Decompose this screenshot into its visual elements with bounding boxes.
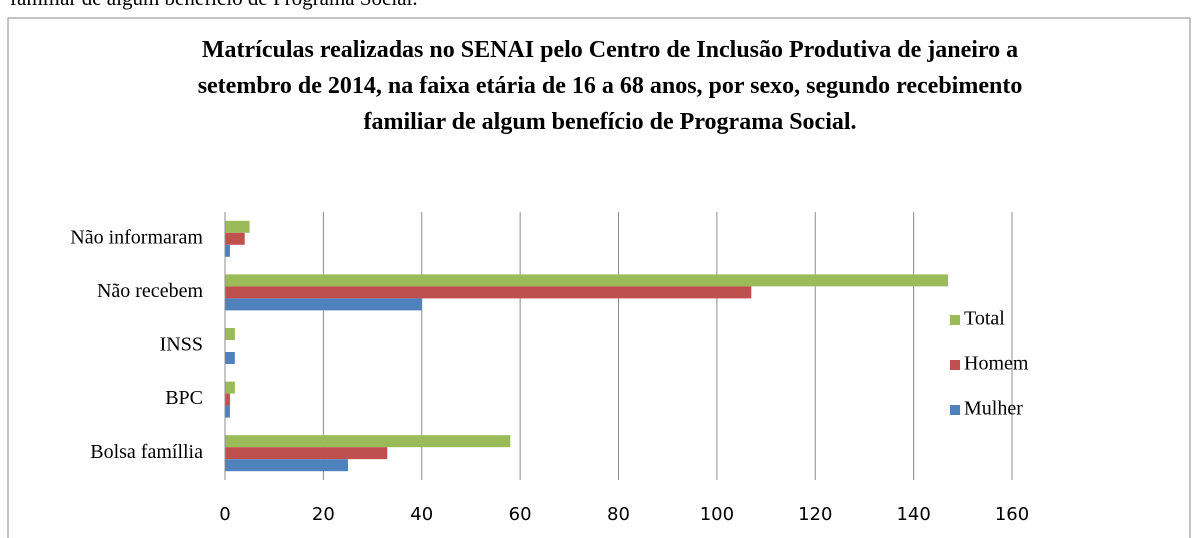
x-tick-label: 40 xyxy=(410,504,433,525)
bar xyxy=(225,328,235,340)
y-tick-label: INSS xyxy=(160,334,203,356)
legend-label: Total xyxy=(964,308,1005,330)
legend-swatch xyxy=(950,360,960,370)
bar xyxy=(225,244,230,257)
bar xyxy=(225,232,245,245)
bar xyxy=(225,220,250,233)
x-tick-label: 160 xyxy=(995,504,1029,525)
bar xyxy=(225,459,348,472)
legend-label: Mulher xyxy=(964,398,1023,420)
y-tick-label: Bolsa famíllia xyxy=(90,441,203,463)
x-tick-label: 140 xyxy=(896,504,930,525)
x-tick-label: 100 xyxy=(700,504,734,525)
bar xyxy=(225,286,752,299)
chart-border xyxy=(7,17,1191,538)
legend-label: Homem xyxy=(964,353,1029,375)
chart-title: Matrículas realizadas no SENAI pelo Cent… xyxy=(197,37,1023,135)
bar xyxy=(225,393,230,406)
x-tick-label: 80 xyxy=(607,504,630,525)
bar xyxy=(225,435,511,448)
x-tick-label: 20 xyxy=(312,504,335,525)
intro-text: familiar de algum benefício de Programa … xyxy=(10,0,418,11)
legend-swatch xyxy=(950,315,960,325)
x-tick-label: 60 xyxy=(509,504,532,525)
bar xyxy=(225,298,422,311)
y-tick-label: BPC xyxy=(165,387,203,409)
bar xyxy=(225,381,235,394)
legend-swatch xyxy=(950,405,960,415)
y-tick-label: Não recebem xyxy=(97,280,203,302)
bar xyxy=(225,447,388,460)
y-tick-label: Não informaram xyxy=(70,226,203,248)
bar xyxy=(225,352,235,364)
x-tick-label: 0 xyxy=(219,504,230,525)
x-tick-label: 120 xyxy=(798,504,832,525)
bar xyxy=(225,274,949,287)
bar xyxy=(225,405,230,418)
